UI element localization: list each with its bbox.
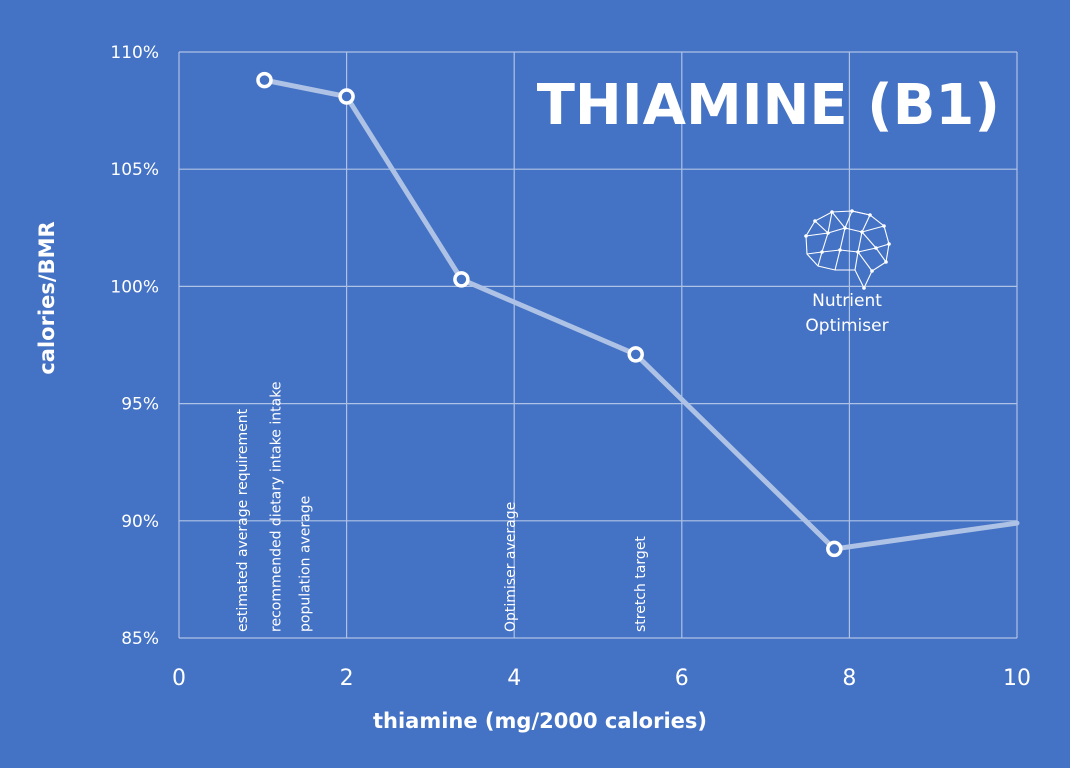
nutrient-optimiser-logo: Nutrient Optimiser <box>804 209 891 336</box>
y-tick-label: 90% <box>121 512 159 532</box>
data-point <box>338 88 355 105</box>
x-tick-label: 4 <box>507 666 521 691</box>
x-tick-label: 2 <box>340 666 354 691</box>
chart-grid <box>178 51 1018 639</box>
x-tick-label: 10 <box>1003 666 1031 691</box>
logo-text-line1: Nutrient <box>812 291 882 311</box>
y-tick-label: 95% <box>121 395 159 415</box>
x-tick-label: 6 <box>675 666 689 691</box>
y-axis-label: calories/BMR <box>35 221 59 374</box>
y-tick-label: 100% <box>110 277 159 297</box>
series-group <box>256 71 1020 558</box>
annotation-label: population average <box>298 496 314 632</box>
annotation-label: estimated average requirement <box>235 408 251 632</box>
data-point <box>627 346 644 363</box>
data-point <box>826 540 843 558</box>
data-point <box>453 271 470 288</box>
chart-title: THIAMINE (B1) <box>537 73 1000 138</box>
y-tick-label: 85% <box>121 629 159 649</box>
y-tick-label: 105% <box>110 160 159 180</box>
annotation-label: Optimiser average <box>503 502 519 632</box>
annotations: estimated average requirement recommended… <box>235 382 649 632</box>
annotation-label: recommended dietary intake intake <box>268 382 284 632</box>
logo-text-line2: Optimiser <box>805 316 888 336</box>
y-tick-label: 110% <box>110 43 159 63</box>
y-axis-ticks: 85% 90% 95% 100% 105% 110% <box>110 43 159 649</box>
data-point <box>256 71 273 89</box>
x-axis-label: thiamine (mg/2000 calories) <box>373 709 707 733</box>
x-tick-label: 8 <box>842 666 856 691</box>
annotation-label: stretch target <box>633 536 649 632</box>
x-axis-ticks: 0 2 4 6 8 10 <box>172 666 1031 691</box>
series-line <box>261 77 1020 552</box>
x-tick-label: 0 <box>172 666 186 691</box>
